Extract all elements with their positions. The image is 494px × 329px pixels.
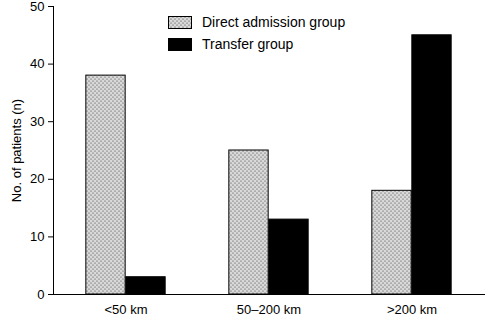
html-text:Transfer group: Transfer group [202,36,294,52]
svg-text:10: 10 [30,229,44,244]
svg-text:30: 30 [30,114,44,129]
svg-text:<50 km: <50 km [105,302,148,317]
svg-text:No. of patients (n): No. of patients (n) [9,99,24,202]
svg-text:50–200 km: 50–200 km [237,302,301,317]
svg-text:50: 50 [30,0,44,14]
svg-text:0: 0 [37,287,44,302]
svg-text:20: 20 [30,171,44,186]
html-text:Direct admission group: Direct admission group [202,14,346,30]
svg-text:>200 km: >200 km [387,302,437,317]
svg-text:40: 40 [30,56,44,71]
